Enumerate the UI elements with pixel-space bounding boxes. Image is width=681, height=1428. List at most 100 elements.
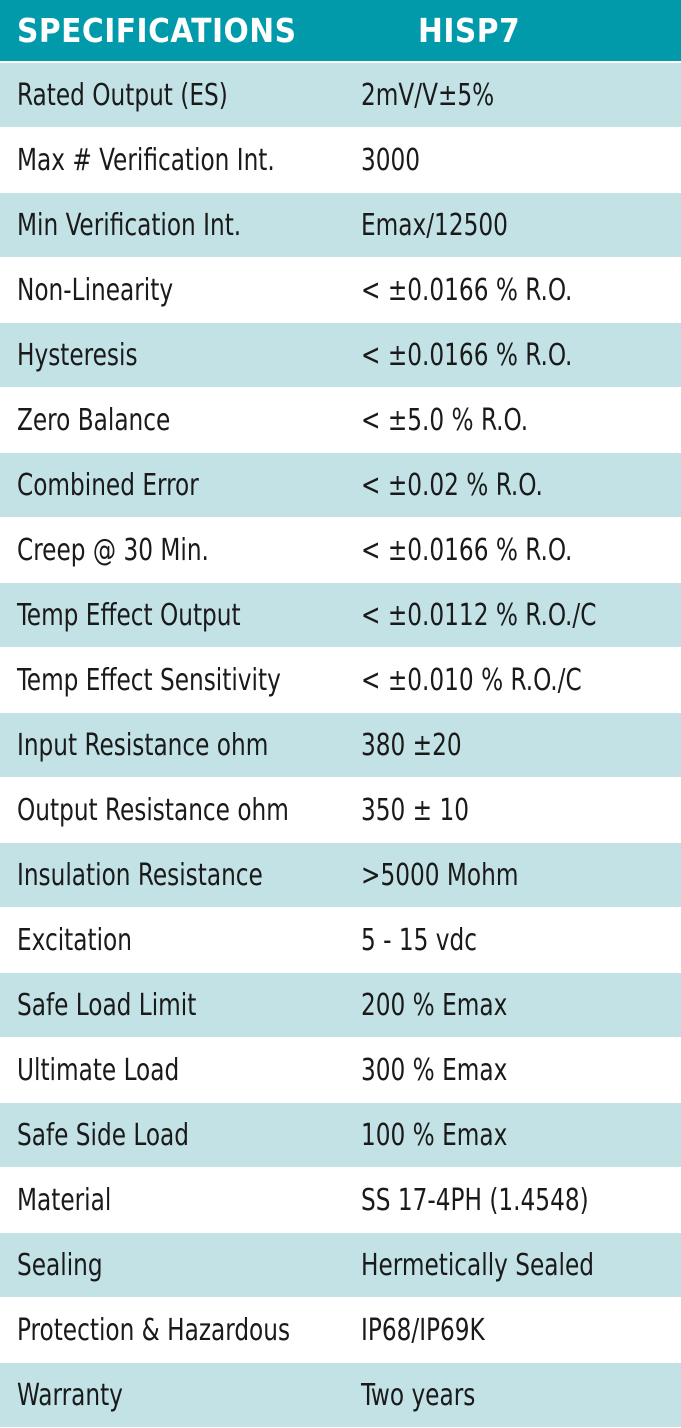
spec-value: < ±0.02 % R.O.	[361, 467, 543, 503]
table-row: Insulation Resistance >5000 Mohm	[0, 843, 681, 908]
spec-value: < ±0.0112 % R.O./C	[361, 597, 597, 633]
spec-label: Creep @ 30 Min.	[17, 532, 209, 568]
spec-label-cell: Hysteresis	[0, 338, 343, 373]
spec-value: 350 ± 10	[361, 792, 470, 828]
table-row: Non-Linearity < ±0.0166 % R.O.	[0, 258, 681, 323]
spec-label-cell: Rated Output (ES)	[0, 78, 343, 113]
spec-value-cell: >5000 Mohm	[343, 858, 681, 893]
spec-value: SS 17-4PH (1.4548)	[361, 1182, 589, 1218]
table-row: Material SS 17-4PH (1.4548)	[0, 1168, 681, 1233]
spec-label-cell: Output Resistance ohm	[0, 793, 343, 828]
spec-label-cell: Sealing	[0, 1248, 343, 1283]
spec-value-cell: < ±0.010 % R.O./C	[343, 663, 681, 698]
spec-value-cell: < ±0.0166 % R.O.	[343, 533, 681, 568]
header-specifications: SPECIFICATIONS	[0, 11, 343, 50]
spec-value: 2mV/V±5%	[361, 77, 495, 113]
spec-value-cell: Hermetically Sealed	[343, 1248, 681, 1283]
spec-value-cell: 200 % Emax	[343, 988, 681, 1023]
spec-value-cell: < ±5.0 % R.O.	[343, 403, 681, 438]
spec-value: < ±0.0166 % R.O.	[361, 532, 573, 568]
spec-label-cell: Zero Balance	[0, 403, 343, 438]
header-model: HISP7	[343, 11, 681, 50]
header-model-label: HISP7	[418, 11, 521, 50]
table-row: Hysteresis < ±0.0166 % R.O.	[0, 323, 681, 388]
spec-value: < ±0.010 % R.O./C	[361, 662, 582, 698]
spec-label: Material	[17, 1182, 112, 1218]
spec-value-cell: Two years	[343, 1378, 681, 1413]
spec-label-cell: Warranty	[0, 1378, 343, 1413]
spec-label-cell: Temp Effect Sensitivity	[0, 663, 343, 698]
spec-label: Input Resistance ohm	[17, 727, 269, 763]
table-row: Ultimate Load 300 % Emax	[0, 1038, 681, 1103]
table-row: Safe Load Limit 200 % Emax	[0, 973, 681, 1038]
spec-label: Excitation	[17, 922, 132, 958]
table-row: Output Resistance ohm 350 ± 10	[0, 778, 681, 843]
table-row: Creep @ 30 Min. < ±0.0166 % R.O.	[0, 518, 681, 583]
spec-value-cell: 5 - 15 vdc	[343, 923, 681, 958]
spec-label-cell: Material	[0, 1183, 343, 1218]
spec-label-cell: Safe Side Load	[0, 1118, 343, 1153]
table-row: Input Resistance ohm 380 ±20	[0, 713, 681, 778]
spec-label: Sealing	[17, 1247, 103, 1283]
spec-value-cell: < ±0.0166 % R.O.	[343, 273, 681, 308]
spec-label: Zero Balance	[17, 402, 171, 438]
table-header: SPECIFICATIONS HISP7	[0, 0, 681, 63]
spec-value: Two years	[361, 1377, 476, 1413]
spec-label-cell: Input Resistance ohm	[0, 728, 343, 763]
spec-value: < ±5.0 % R.O.	[361, 402, 529, 438]
table-row: Min Verification Int. Emax/12500	[0, 193, 681, 258]
spec-value-cell: 2mV/V±5%	[343, 78, 681, 113]
spec-value-cell: 3000	[343, 143, 681, 178]
spec-label-cell: Min Verification Int.	[0, 208, 343, 243]
spec-value: < ±0.0166 % R.O.	[361, 337, 573, 373]
spec-value: Emax/12500	[361, 207, 508, 243]
spec-value-cell: < ±0.0112 % R.O./C	[343, 598, 681, 633]
table-row: Max # Verification Int. 3000	[0, 128, 681, 193]
spec-label: Safe Load Limit	[17, 987, 197, 1023]
table-row: Warranty Two years	[0, 1363, 681, 1428]
spec-label-cell: Ultimate Load	[0, 1053, 343, 1088]
spec-label: Protection & Hazardous	[17, 1312, 291, 1348]
spec-label-cell: Safe Load Limit	[0, 988, 343, 1023]
spec-label-cell: Creep @ 30 Min.	[0, 533, 343, 568]
spec-label: Max # Verification Int.	[17, 142, 275, 178]
table-row: Excitation 5 - 15 vdc	[0, 908, 681, 973]
spec-value-cell: < ±0.0166 % R.O.	[343, 338, 681, 373]
spec-label-cell: Insulation Resistance	[0, 858, 343, 893]
table-row: Zero Balance < ±5.0 % R.O.	[0, 388, 681, 453]
spec-value: IP68/IP69K	[361, 1312, 485, 1348]
spec-label-cell: Max # Verification Int.	[0, 143, 343, 178]
spec-value: 3000	[361, 142, 421, 178]
spec-label-cell: Protection & Hazardous	[0, 1313, 343, 1348]
spec-value-cell: 100 % Emax	[343, 1118, 681, 1153]
spec-label: Ultimate Load	[17, 1052, 180, 1088]
spec-label: Output Resistance ohm	[17, 792, 289, 828]
spec-value: 200 % Emax	[361, 987, 508, 1023]
spec-value: 380 ±20	[361, 727, 462, 763]
spec-value-cell: SS 17-4PH (1.4548)	[343, 1183, 681, 1218]
spec-value-cell: 350 ± 10	[343, 793, 681, 828]
table-row: Combined Error < ±0.02 % R.O.	[0, 453, 681, 518]
spec-label-cell: Temp Effect Output	[0, 598, 343, 633]
spec-value: < ±0.0166 % R.O.	[361, 272, 573, 308]
spec-label: Min Verification Int.	[17, 207, 242, 243]
spec-label: Safe Side Load	[17, 1117, 189, 1153]
spec-label: Non-Linearity	[17, 272, 174, 308]
spec-label-cell: Combined Error	[0, 468, 343, 503]
spec-value-cell: 300 % Emax	[343, 1053, 681, 1088]
table-row: Temp Effect Sensitivity < ±0.010 % R.O./C	[0, 648, 681, 713]
spec-value: >5000 Mohm	[361, 857, 519, 893]
spec-label-cell: Excitation	[0, 923, 343, 958]
spec-value: 300 % Emax	[361, 1052, 508, 1088]
spec-value-cell: IP68/IP69K	[343, 1313, 681, 1348]
spec-value: 100 % Emax	[361, 1117, 508, 1153]
table-row: Safe Side Load 100 % Emax	[0, 1103, 681, 1168]
spec-value-cell: 380 ±20	[343, 728, 681, 763]
spec-label: Temp Effect Output	[17, 597, 241, 633]
spec-label: Warranty	[17, 1377, 123, 1413]
table-row: Temp Effect Output < ±0.0112 % R.O./C	[0, 583, 681, 648]
table-row: Sealing Hermetically Sealed	[0, 1233, 681, 1298]
spec-value: 5 - 15 vdc	[361, 922, 478, 958]
spec-label: Hysteresis	[17, 337, 138, 373]
